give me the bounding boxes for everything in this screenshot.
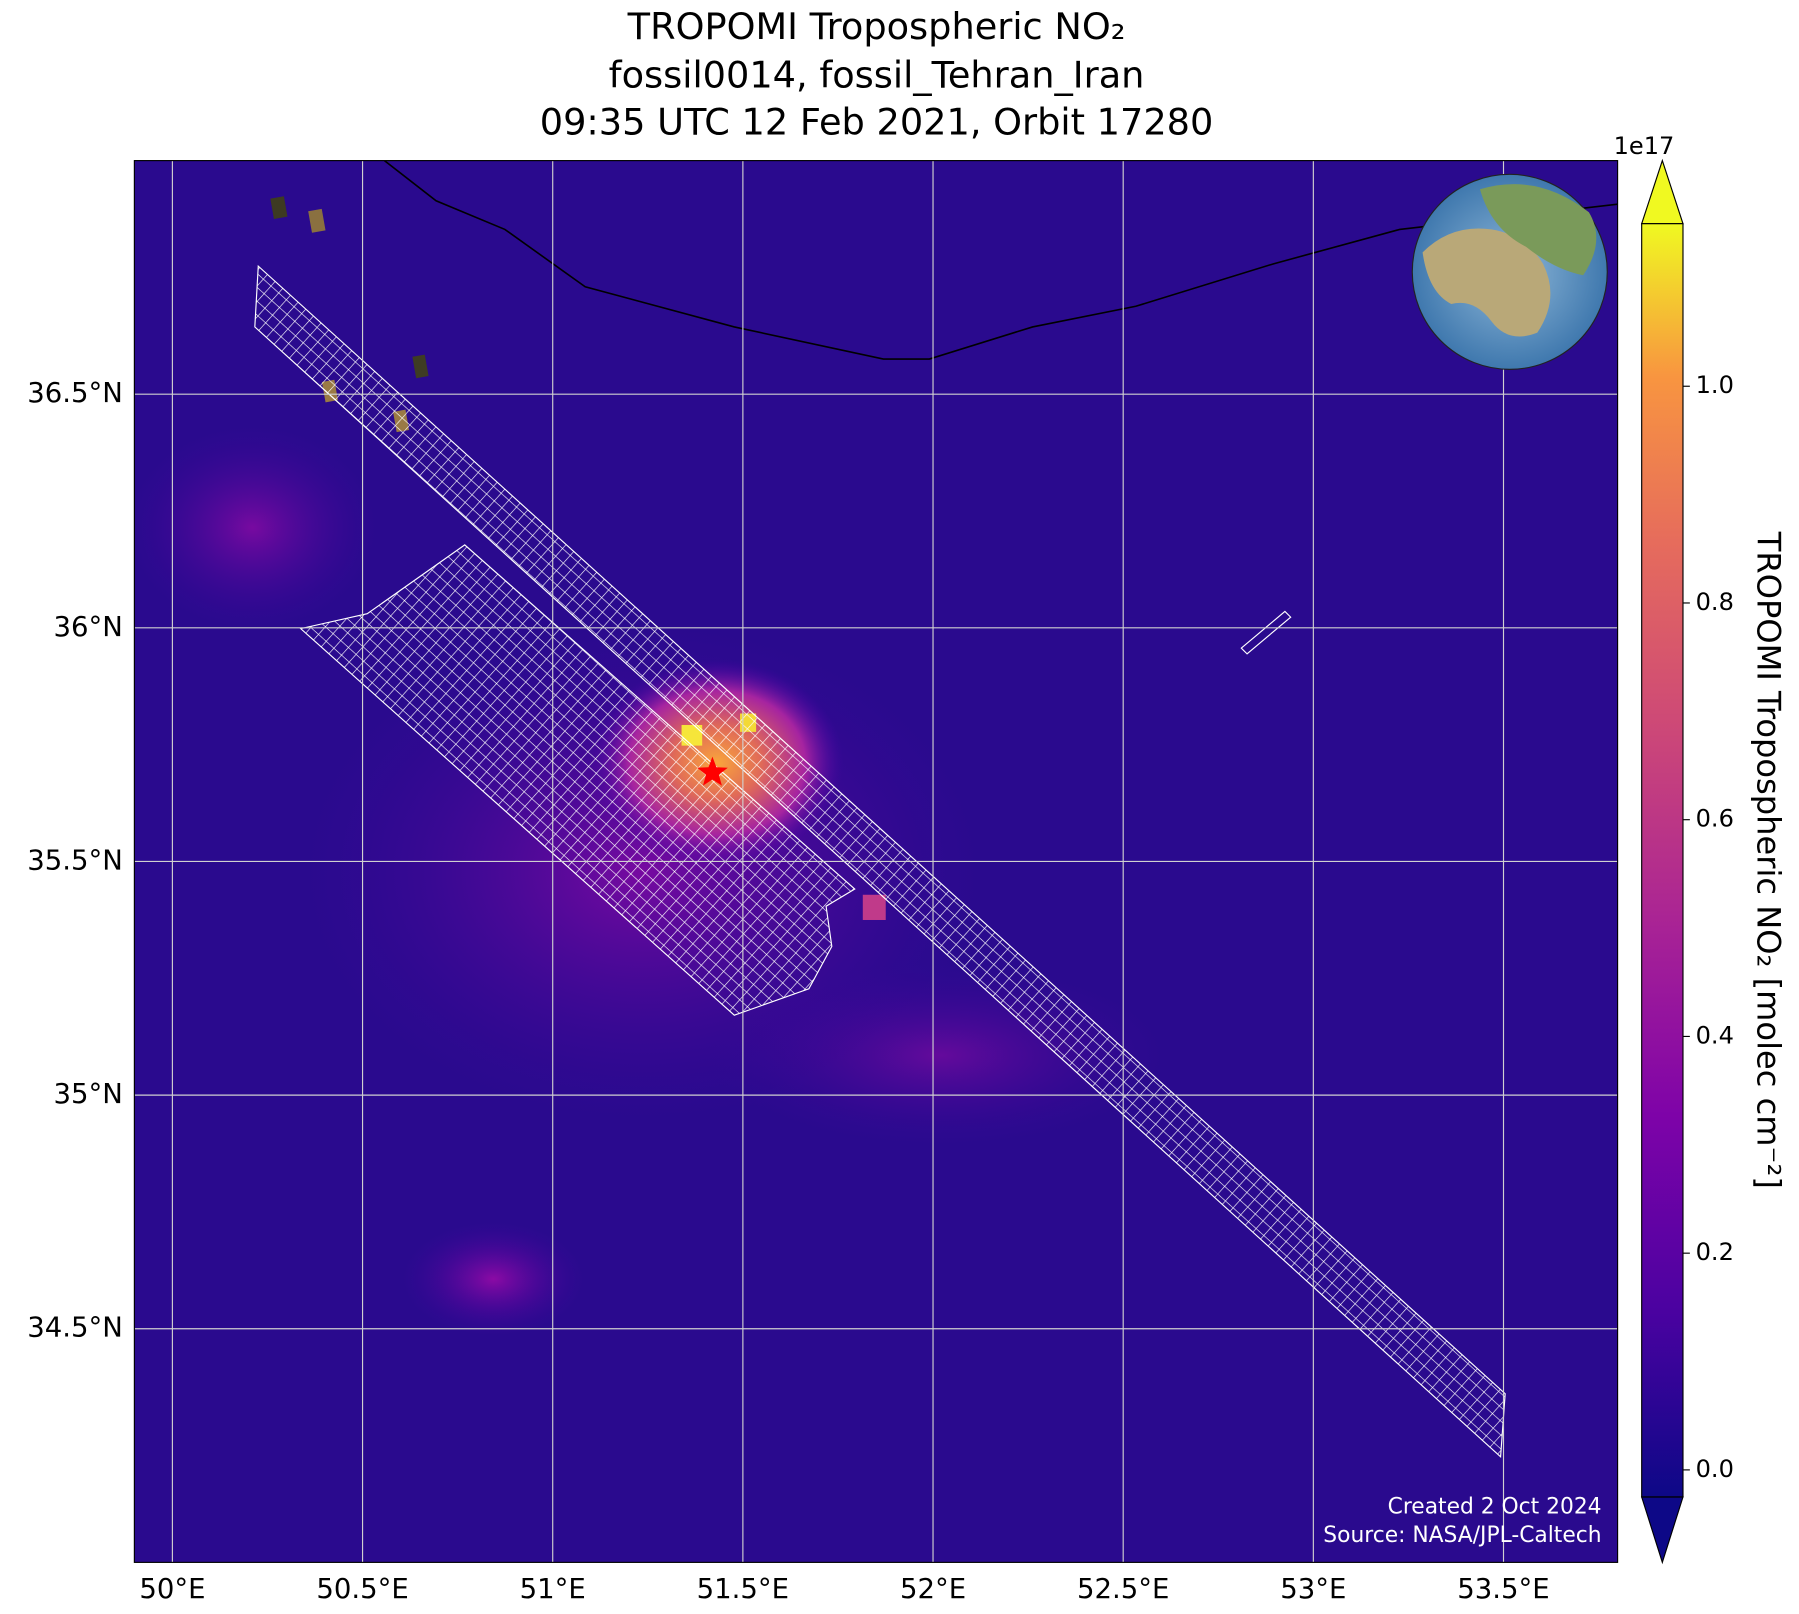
swath — [1240, 610, 1292, 655]
colorbar: 1e17 TROPOMI Tropospheric NO₂ [molec cm⁻… — [1614, 132, 1788, 1565]
swath — [299, 544, 856, 1016]
colorbar-ticks: 0.0 0.2 0.4 0.6 0.8 1.0 — [1682, 371, 1734, 1483]
colorbar-tick-label: 0.4 — [1696, 1021, 1734, 1049]
site-marker — [697, 756, 728, 786]
colorbar-tick-label: 1.0 — [1696, 371, 1734, 399]
image-tile — [412, 354, 429, 379]
map-frame — [133, 160, 1619, 1563]
no2-plume — [401, 1221, 586, 1337]
x-tick-label: 53.5°E — [1457, 1573, 1549, 1605]
colorbar-tick-label: 0.0 — [1696, 1455, 1734, 1483]
x-tick-label: 50°E — [139, 1573, 205, 1605]
colorbar-label: TROPOMI Tropospheric NO₂ [molec cm⁻²] — [1750, 531, 1788, 1189]
x-tick-label: 51.5°E — [697, 1573, 789, 1605]
colorbar-tick-label: 0.2 — [1696, 1238, 1734, 1266]
title-line: 09:35 UTC 12 Feb 2021, Orbit 17280 — [540, 100, 1214, 143]
title-line: fossil0014, fossil_Tehran_Iran — [609, 53, 1145, 96]
map: Created 2 Oct 2024 Source: NASA/JPL-Calt… — [134, 160, 1618, 1563]
axis-labels: 50°E 50.5°E 51°E 51.5°E 52°E 52.5°E 53°E 53.5°E… — [27, 377, 1549, 1605]
colorbar-offset: 1e17 — [1614, 132, 1675, 160]
footer-text: Source: NASA/JPL-Caltech — [1323, 1523, 1601, 1548]
colorbar-body — [1641, 223, 1684, 1498]
colorbar-extend — [1640, 1496, 1684, 1565]
x-tick-label: 53°E — [1280, 1573, 1346, 1605]
no2-plume — [134, 424, 379, 631]
y-tick-label: 35.5°N — [27, 844, 123, 876]
globe-inset — [1411, 173, 1608, 370]
x-tick-label: 52°E — [900, 1573, 966, 1605]
footer-text: Created 2 Oct 2024 — [1388, 1494, 1602, 1519]
coastline — [383, 160, 1618, 360]
image-tile — [308, 208, 326, 233]
y-tick-label: 36°N — [54, 611, 123, 643]
site-layer — [697, 756, 728, 786]
x-tick-label: 52.5°E — [1077, 1573, 1169, 1605]
land — [1422, 228, 1551, 337]
land — [1479, 184, 1597, 276]
image-tile — [270, 196, 288, 219]
grid — [134, 160, 1618, 1563]
x-tick-label: 51°E — [520, 1573, 586, 1605]
x-tick-label: 50.5°E — [316, 1573, 408, 1605]
title-line: TROPOMI Tropospheric NO₂ — [627, 5, 1126, 48]
colorbar-extend — [1640, 158, 1684, 225]
colorbar-tick-label: 0.6 — [1696, 805, 1734, 833]
no2-pixel — [862, 894, 886, 920]
colorbar-tick-label: 0.8 — [1696, 588, 1734, 616]
y-tick-label: 35°N — [54, 1078, 123, 1110]
y-tick-label: 34.5°N — [27, 1312, 123, 1344]
y-tick-label: 36.5°N — [27, 377, 123, 409]
